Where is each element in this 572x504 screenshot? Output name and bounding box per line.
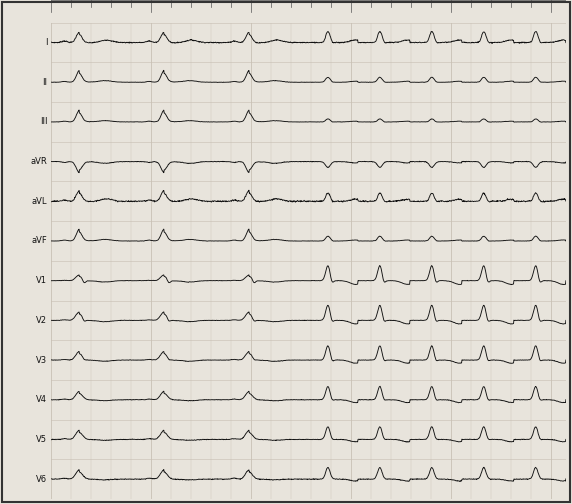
Text: V6: V6 [36, 475, 47, 484]
Text: I: I [45, 38, 47, 47]
Text: V5: V5 [37, 435, 47, 444]
Text: V3: V3 [36, 355, 47, 364]
Text: aVL: aVL [32, 197, 47, 206]
Text: II: II [42, 78, 47, 87]
Text: V1: V1 [37, 276, 47, 285]
Text: V4: V4 [37, 395, 47, 404]
Text: III: III [40, 117, 47, 127]
Text: V2: V2 [37, 316, 47, 325]
Text: aVF: aVF [31, 236, 47, 245]
Text: aVR: aVR [31, 157, 47, 166]
